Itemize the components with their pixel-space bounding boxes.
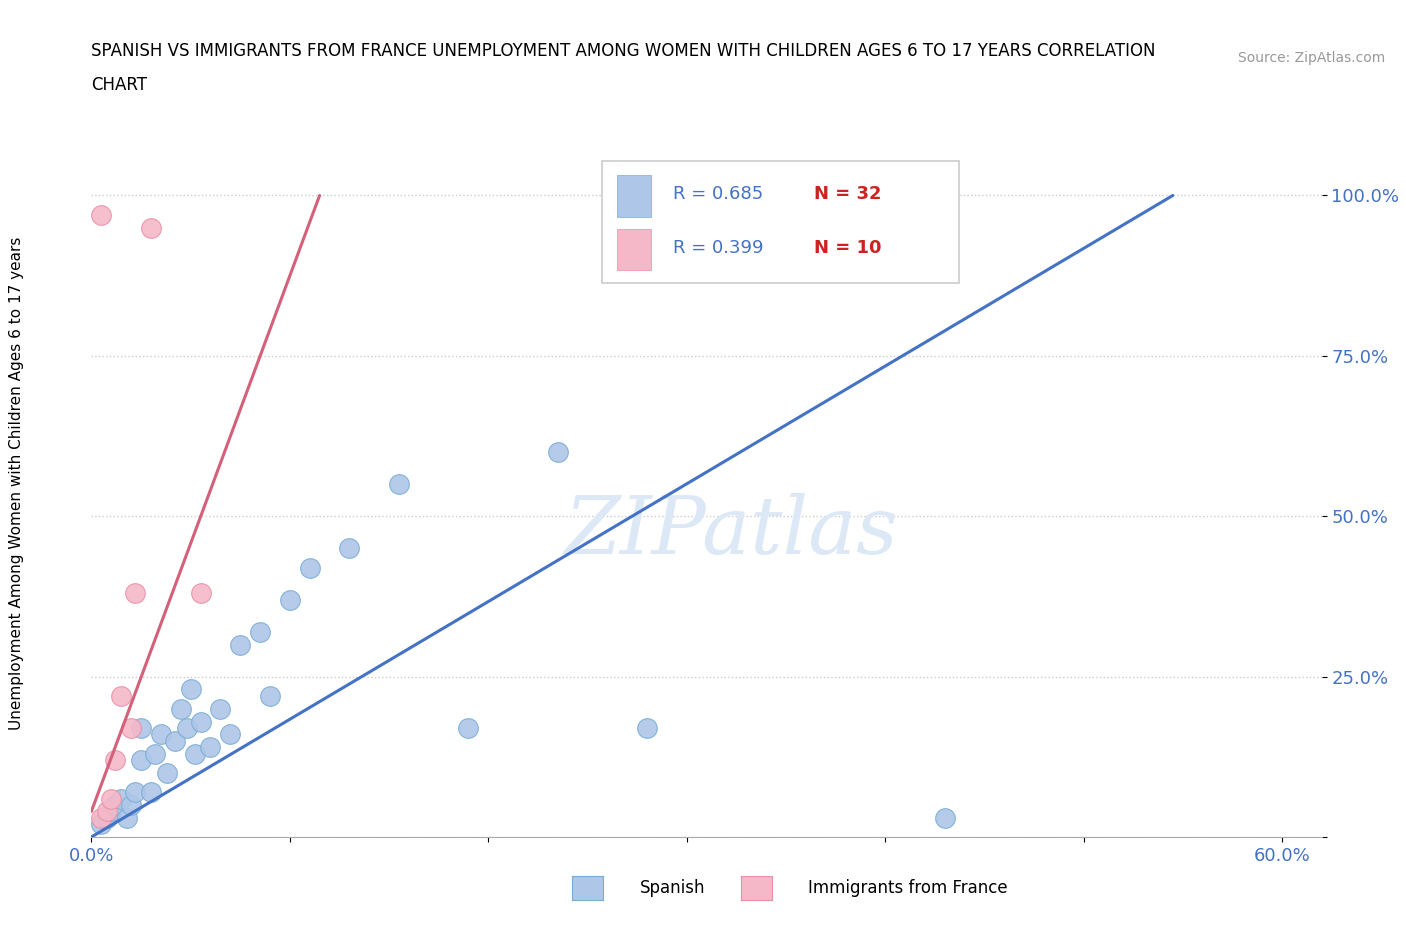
Point (143, 746, 166, 761)
Point (229, 637, 252, 652)
Point (129, 752, 152, 767)
Text: N = 10: N = 10 (814, 239, 882, 257)
Text: Immigrants from France: Immigrants from France (808, 879, 1008, 897)
Point (110, 688, 132, 703)
Point (120, 721, 142, 736)
FancyBboxPatch shape (617, 229, 651, 271)
Point (104, 798, 127, 813)
Point (96, 804, 118, 818)
Text: Spanish: Spanish (640, 879, 706, 897)
Point (547, 445, 569, 459)
FancyBboxPatch shape (617, 176, 651, 217)
FancyBboxPatch shape (602, 162, 959, 283)
Point (457, 721, 479, 736)
Point (259, 688, 281, 703)
Point (190, 586, 212, 601)
Point (298, 560, 321, 575)
Point (249, 624, 271, 639)
Point (124, 586, 146, 601)
Point (90, 207, 112, 222)
Point (636, 721, 658, 736)
Point (163, 734, 186, 749)
Point (115, 810, 138, 825)
Point (149, 727, 172, 742)
Point (139, 785, 162, 800)
Point (176, 721, 198, 736)
Point (278, 592, 301, 607)
Point (90, 817, 112, 831)
Point (100, 804, 122, 818)
Point (96, 810, 118, 825)
Point (190, 714, 212, 729)
Text: R = 0.685: R = 0.685 (673, 185, 763, 203)
Point (636, 188, 658, 203)
Point (209, 701, 232, 716)
Text: CHART: CHART (91, 76, 148, 94)
Point (735, 188, 758, 203)
Point (104, 752, 127, 767)
Point (219, 727, 242, 742)
Text: ZIPatlas: ZIPatlas (564, 494, 898, 571)
Point (183, 746, 205, 761)
Point (337, 541, 360, 556)
Point (110, 791, 132, 806)
Text: Source: ZipAtlas.com: Source: ZipAtlas.com (1237, 51, 1385, 65)
Text: R = 0.399: R = 0.399 (673, 239, 763, 257)
Text: Unemployment Among Women with Children Ages 6 to 17 years: Unemployment Among Women with Children A… (10, 237, 24, 730)
Point (180, 682, 202, 697)
Text: SPANISH VS IMMIGRANTS FROM FRANCE UNEMPLOYMENT AMONG WOMEN WITH CHILDREN AGES 6 : SPANISH VS IMMIGRANTS FROM FRANCE UNEMPL… (91, 42, 1156, 60)
Point (934, 810, 956, 825)
Point (170, 701, 193, 716)
Point (156, 765, 179, 780)
Point (124, 785, 146, 800)
Point (388, 477, 411, 492)
Point (139, 220, 162, 235)
Text: N = 32: N = 32 (814, 185, 882, 203)
Point (90, 810, 112, 825)
Point (129, 721, 152, 736)
Point (120, 798, 142, 813)
Point (200, 739, 222, 754)
Point (100, 791, 122, 806)
Point (834, 188, 856, 203)
